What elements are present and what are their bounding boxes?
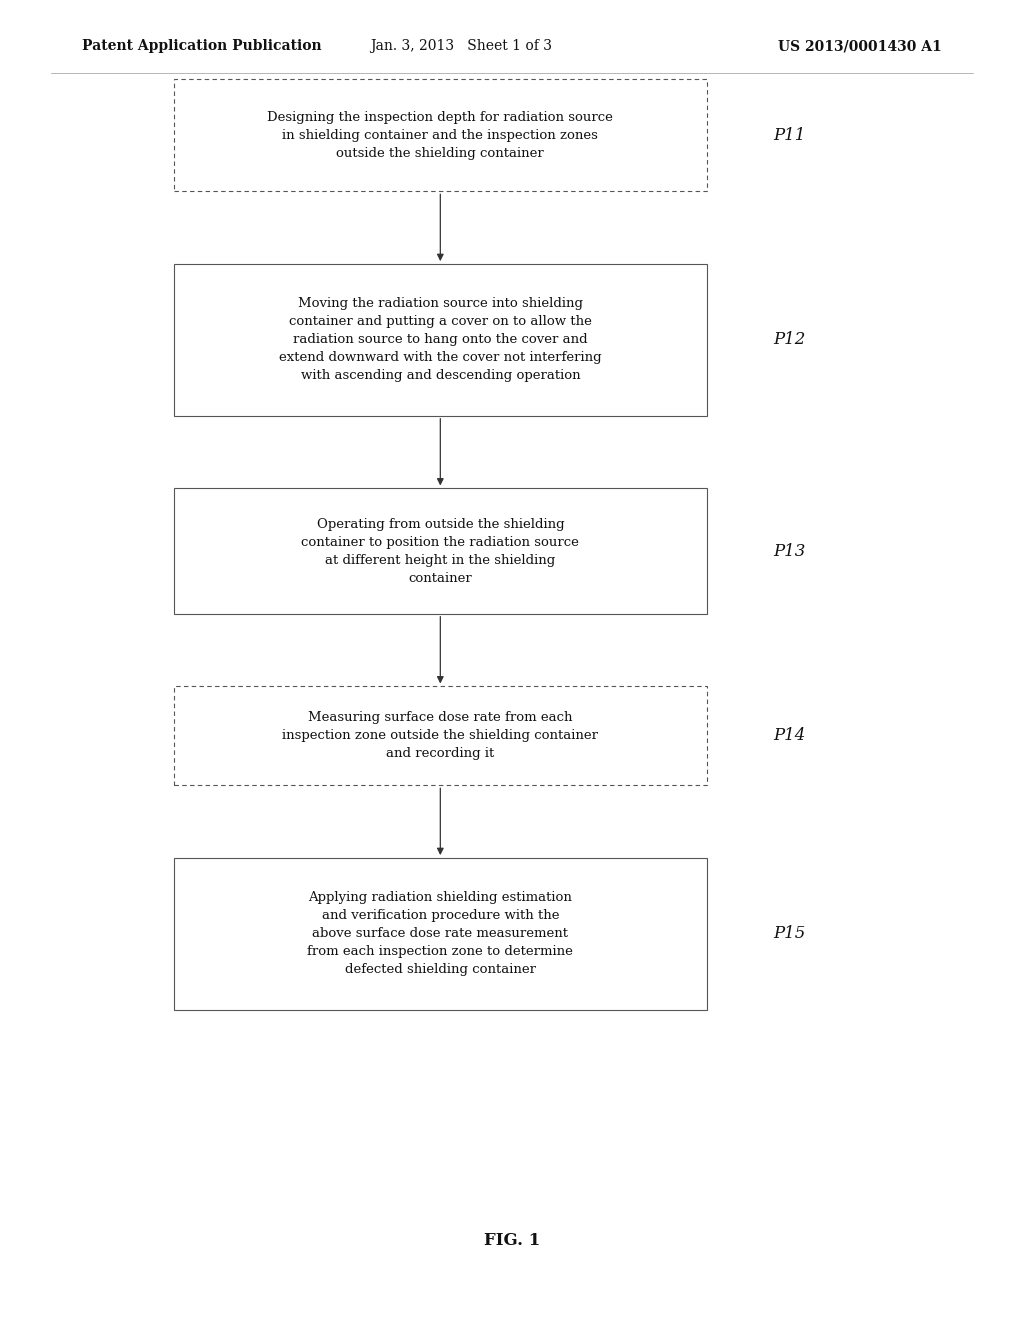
Text: Jan. 3, 2013   Sheet 1 of 3: Jan. 3, 2013 Sheet 1 of 3: [370, 40, 552, 53]
FancyArrowPatch shape: [437, 788, 443, 854]
Text: P15: P15: [773, 925, 806, 942]
Text: FIG. 1: FIG. 1: [484, 1233, 540, 1249]
Text: Moving the radiation source into shielding
container and putting a cover on to a: Moving the radiation source into shieldi…: [279, 297, 602, 383]
Text: Operating from outside the shielding
container to position the radiation source
: Operating from outside the shielding con…: [301, 517, 580, 585]
Text: Applying radiation shielding estimation
and verification procedure with the
abov: Applying radiation shielding estimation …: [307, 891, 573, 977]
FancyBboxPatch shape: [174, 79, 707, 191]
Text: Patent Application Publication: Patent Application Publication: [82, 40, 322, 53]
Text: US 2013/0001430 A1: US 2013/0001430 A1: [778, 40, 942, 53]
FancyArrowPatch shape: [437, 194, 443, 260]
Text: P14: P14: [773, 727, 806, 744]
Text: P12: P12: [773, 331, 806, 348]
FancyBboxPatch shape: [174, 264, 707, 416]
FancyArrowPatch shape: [437, 616, 443, 682]
Text: Measuring surface dose rate from each
inspection zone outside the shielding cont: Measuring surface dose rate from each in…: [283, 711, 598, 760]
FancyArrowPatch shape: [437, 418, 443, 484]
FancyBboxPatch shape: [174, 858, 707, 1010]
Text: P11: P11: [773, 127, 806, 144]
FancyBboxPatch shape: [174, 488, 707, 614]
Text: P13: P13: [773, 543, 806, 560]
Text: Designing the inspection depth for radiation source
in shielding container and t: Designing the inspection depth for radia…: [267, 111, 613, 160]
FancyBboxPatch shape: [174, 686, 707, 785]
